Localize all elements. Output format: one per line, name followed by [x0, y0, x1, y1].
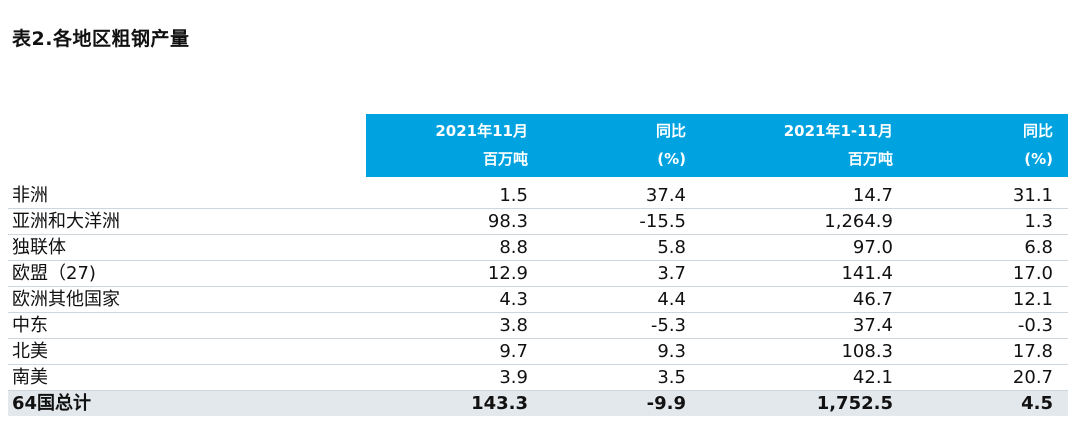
header-ytd-output: 2021年1-11月 百万吨 [686, 114, 893, 170]
header-nov-yoy: 同比 (%) [528, 114, 686, 170]
ytd-output: 141.4 [841, 263, 893, 284]
header-unit: (%) [657, 150, 686, 168]
header-label: 2021年11月 [435, 122, 528, 140]
total-ytd-output: 1,752.5 [816, 393, 893, 414]
table-row: 欧盟（27) 12.9 3.7 141.4 17.0 [8, 261, 1068, 287]
ytd-output: 1,264.9 [824, 211, 893, 232]
ytd-output: 108.3 [841, 341, 893, 362]
ytd-output: 97.0 [852, 237, 893, 258]
ytd-output: 37.4 [852, 315, 893, 336]
nov-yoy: -15.5 [639, 211, 686, 232]
ytd-yoy: 6.8 [1024, 237, 1053, 258]
total-label: 64国总计 [12, 393, 92, 414]
total-nov-output: 143.3 [471, 393, 528, 414]
ytd-yoy: 17.0 [1012, 263, 1053, 284]
nov-output: 3.9 [499, 367, 528, 388]
region-name: 欧洲其他国家 [12, 289, 120, 310]
nov-output: 12.9 [487, 263, 528, 284]
total-row: 64国总计 143.3 -9.9 1,752.5 4.5 [8, 391, 1068, 416]
ytd-yoy: 1.3 [1024, 211, 1053, 232]
table-body: 非洲 1.5 37.4 14.7 31.1 亚洲和大洋洲 98.3 -15.5 … [8, 183, 1068, 416]
header-label: 2021年1-11月 [783, 122, 893, 140]
header-unit: 百万吨 [482, 150, 528, 168]
region-name: 非洲 [12, 185, 48, 206]
nov-output: 98.3 [487, 211, 528, 232]
header-nov-output: 2021年11月 百万吨 [366, 114, 528, 170]
nov-output: 9.7 [499, 341, 528, 362]
table-row: 中东 3.8 -5.3 37.4 -0.3 [8, 313, 1068, 339]
header-unit: 百万吨 [847, 150, 893, 168]
table-row: 欧洲其他国家 4.3 4.4 46.7 12.1 [8, 287, 1068, 313]
table-row: 非洲 1.5 37.4 14.7 31.1 [8, 183, 1068, 209]
nov-yoy: 3.7 [657, 263, 686, 284]
nov-yoy: 37.4 [645, 185, 686, 206]
header-label: 同比 [655, 122, 686, 140]
header-label: 同比 [1022, 122, 1053, 140]
table-title: 表2.各地区粗钢产量 [12, 28, 190, 50]
table-row: 独联体 8.8 5.8 97.0 6.8 [8, 235, 1068, 261]
nov-yoy: 9.3 [657, 341, 686, 362]
ytd-yoy: 20.7 [1012, 367, 1053, 388]
total-ytd-yoy: 4.5 [1021, 393, 1053, 414]
nov-yoy: -5.3 [650, 315, 686, 336]
total-nov-yoy: -9.9 [646, 393, 686, 414]
nov-yoy: 3.5 [657, 367, 686, 388]
nov-yoy: 4.4 [657, 289, 686, 310]
table-row: 亚洲和大洋洲 98.3 -15.5 1,264.9 1.3 [8, 209, 1068, 235]
table-row: 南美 3.9 3.5 42.1 20.7 [8, 365, 1068, 391]
region-name: 北美 [12, 341, 48, 362]
ytd-output: 46.7 [852, 289, 893, 310]
table-header: 2021年11月 百万吨 同比 (%) 2021年1-11月 百万吨 同比 (%… [366, 114, 1068, 177]
nov-output: 8.8 [499, 237, 528, 258]
ytd-yoy: -0.3 [1017, 315, 1053, 336]
region-name: 亚洲和大洋洲 [12, 211, 120, 232]
region-name: 南美 [12, 367, 48, 388]
ytd-yoy: 12.1 [1012, 289, 1053, 310]
nov-output: 1.5 [499, 185, 528, 206]
ytd-yoy: 17.8 [1012, 341, 1053, 362]
ytd-output: 14.7 [852, 185, 893, 206]
region-name: 独联体 [12, 237, 66, 258]
table-row: 北美 9.7 9.3 108.3 17.8 [8, 339, 1068, 365]
nov-output: 3.8 [499, 315, 528, 336]
nov-yoy: 5.8 [657, 237, 686, 258]
nov-output: 4.3 [499, 289, 528, 310]
region-name: 欧盟（27) [12, 263, 96, 284]
ytd-yoy: 31.1 [1012, 185, 1053, 206]
region-name: 中东 [12, 315, 48, 336]
header-ytd-yoy: 同比 (%) [893, 114, 1053, 170]
header-unit: (%) [1024, 150, 1053, 168]
ytd-output: 42.1 [852, 367, 893, 388]
